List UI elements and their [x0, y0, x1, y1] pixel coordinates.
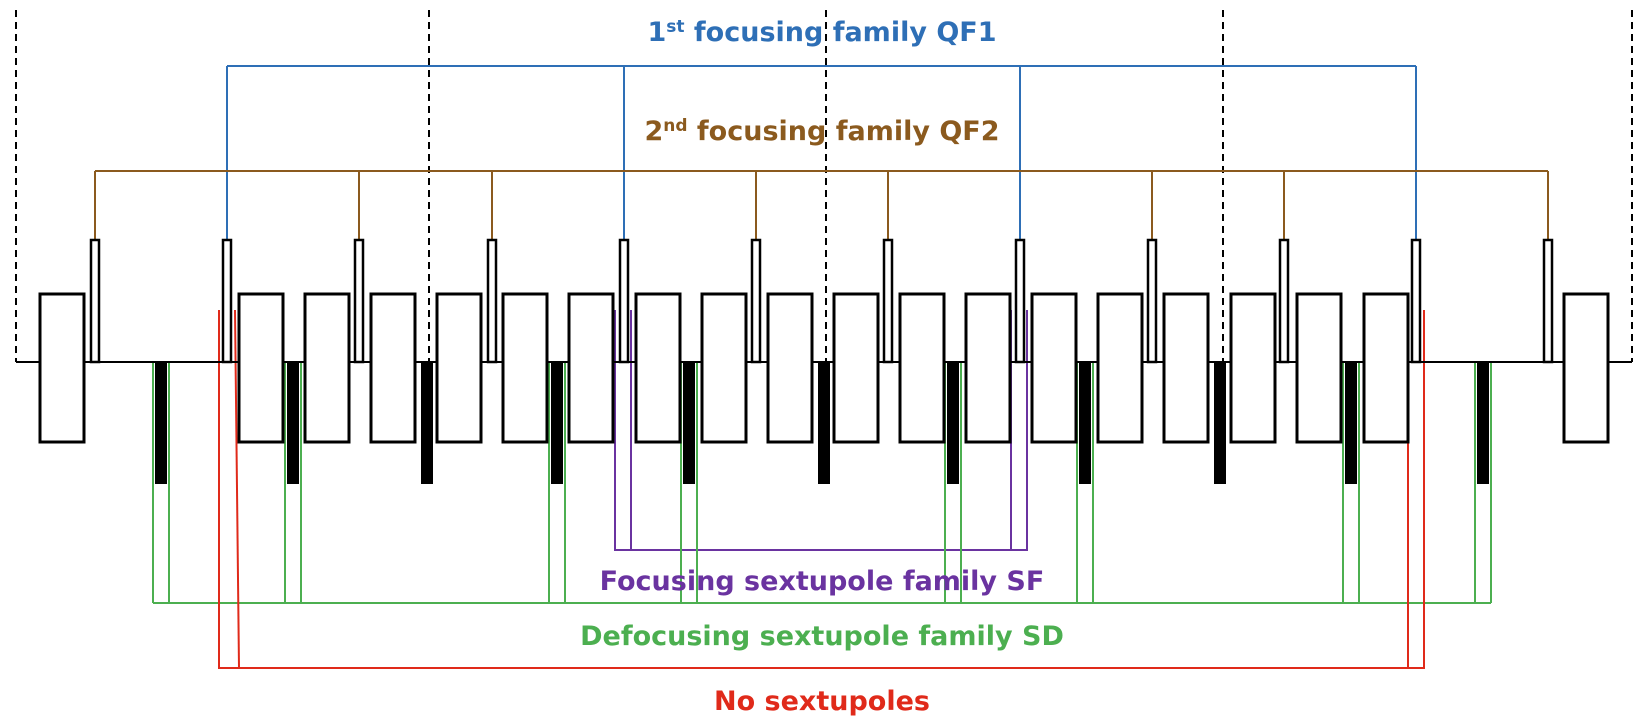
sextupole-element	[1477, 362, 1489, 484]
dipole-magnet	[1030, 292, 1078, 444]
dipole-magnet	[567, 292, 615, 444]
defocusing-quadrupole	[421, 362, 433, 484]
defocusing-quadrupole	[1214, 362, 1226, 484]
defocusing-quadrupole	[818, 362, 830, 484]
dipole-magnet	[832, 292, 880, 444]
dipole-magnet	[1562, 292, 1610, 444]
dipole-magnet	[964, 292, 1012, 444]
sextupole-element	[551, 362, 563, 484]
label-qf1: 1st focusing family QF1	[647, 17, 996, 48]
quadrupole-magnet	[1542, 238, 1554, 364]
quadrupole-magnet	[1014, 238, 1026, 364]
label-sd: Defocusing sextupole family SD	[580, 621, 1064, 652]
quadrupole-magnet	[353, 238, 365, 364]
period-markers	[15, 10, 1633, 362]
quadrupole-magnet	[1146, 238, 1158, 364]
dipole-magnet	[766, 292, 814, 444]
label-qf2: 2nd focusing family QF2	[644, 116, 999, 147]
quadrupole-magnet	[750, 238, 762, 364]
dipole-magnet	[435, 292, 483, 444]
label-sf: Focusing sextupole family SF	[600, 566, 1045, 597]
sextupole-element	[155, 362, 167, 484]
sextupole-element	[287, 362, 299, 484]
quadrupole-magnet	[221, 238, 233, 364]
quadrupole-magnet	[882, 238, 894, 364]
dipole-magnet	[1096, 292, 1144, 444]
quadrupole-magnet	[618, 238, 630, 364]
dipole-magnet	[1162, 292, 1210, 444]
sextupole-element	[1079, 362, 1091, 484]
sextupole-element	[1345, 362, 1357, 484]
sextupole-element	[947, 362, 959, 484]
label-none: No sextupoles	[714, 686, 930, 717]
sextupole-element	[683, 362, 695, 484]
quadrupole-magnet	[486, 238, 498, 364]
dipole-magnet	[1229, 292, 1277, 444]
no-sextupole-bus	[218, 310, 1425, 669]
sf-bus	[614, 310, 1028, 551]
quadrupole-magnet	[1410, 238, 1422, 364]
lattice	[16, 238, 1632, 484]
dipole-magnet	[38, 292, 86, 444]
dipole-magnet	[1295, 292, 1343, 444]
dipole-magnet	[237, 292, 285, 444]
quadrupole-magnet	[89, 238, 101, 364]
dipole-magnet	[898, 292, 946, 444]
quadrupole-magnet	[1278, 238, 1290, 364]
dipole-magnet	[700, 292, 748, 444]
dipole-magnet	[303, 292, 351, 444]
dipole-magnet	[1362, 292, 1410, 444]
no-sextupole-link	[234, 309, 240, 669]
dipole-magnet	[369, 292, 417, 444]
dipole-magnet	[501, 292, 549, 444]
dipole-magnet	[634, 292, 682, 444]
